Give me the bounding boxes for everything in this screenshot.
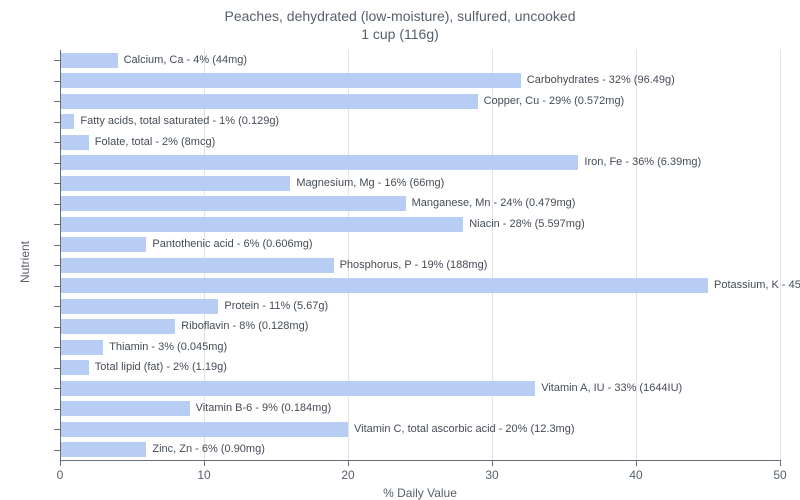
bar: [60, 360, 89, 375]
bar-label: Vitamin B-6 - 9% (0.184mg): [196, 402, 332, 414]
x-tick: [60, 460, 61, 466]
y-tick: [54, 388, 60, 389]
bar: [60, 340, 103, 355]
bar: [60, 381, 535, 396]
bar-label: Iron, Fe - 36% (6.39mg): [584, 156, 701, 168]
bar-label: Niacin - 28% (5.597mg): [469, 218, 585, 230]
y-tick: [54, 450, 60, 451]
y-tick: [54, 306, 60, 307]
bar: [60, 94, 478, 109]
x-tick-label: 50: [773, 468, 786, 482]
bar: [60, 176, 290, 191]
y-tick: [54, 347, 60, 348]
y-tick: [54, 224, 60, 225]
bar: [60, 155, 578, 170]
y-tick: [54, 163, 60, 164]
x-tick-label: 20: [341, 468, 354, 482]
bar-label: Protein - 11% (5.67g): [224, 300, 328, 312]
x-tick: [636, 460, 637, 466]
bar: [60, 299, 218, 314]
x-tick: [204, 460, 205, 466]
bar-label: Vitamin C, total ascorbic acid - 20% (12…: [354, 423, 575, 435]
bar: [60, 237, 146, 252]
bar-label: Copper, Cu - 29% (0.572mg): [484, 95, 625, 107]
bar: [60, 135, 89, 150]
bar-label: Total lipid (fat) - 2% (1.19g): [95, 361, 227, 373]
bar: [60, 319, 175, 334]
y-tick: [54, 429, 60, 430]
y-axis: [60, 50, 61, 460]
y-tick: [54, 204, 60, 205]
x-axis: [60, 460, 780, 461]
x-tick-label: 10: [197, 468, 210, 482]
bar: [60, 258, 334, 273]
y-tick: [54, 60, 60, 61]
bar-label: Pantothenic acid - 6% (0.606mg): [152, 238, 312, 250]
y-tick: [54, 101, 60, 102]
bar-label: Folate, total - 2% (8mcg): [95, 136, 215, 148]
y-tick: [54, 245, 60, 246]
x-tick: [492, 460, 493, 466]
y-tick: [54, 122, 60, 123]
bar: [60, 422, 348, 437]
bar-label: Magnesium, Mg - 16% (66mg): [296, 177, 444, 189]
x-axis-label: % Daily Value: [383, 486, 457, 500]
bar: [60, 73, 521, 88]
bars-layer: Calcium, Ca - 4% (44mg) Carbohydrates - 3…: [60, 50, 780, 460]
bar-label: Manganese, Mn - 24% (0.479mg): [412, 197, 576, 209]
x-tick: [348, 460, 349, 466]
x-tick-label: 0: [57, 468, 64, 482]
bar-label: Riboflavin - 8% (0.128mg): [181, 320, 308, 332]
y-tick: [54, 409, 60, 410]
bar-label: Vitamin A, IU - 33% (1644IU): [541, 382, 682, 394]
plot-area: Calcium, Ca - 4% (44mg) Carbohydrates - 3…: [60, 50, 780, 460]
y-tick: [54, 142, 60, 143]
bar: [60, 196, 406, 211]
bar: [60, 442, 146, 457]
bar: [60, 278, 708, 293]
bar-label: Fatty acids, total saturated - 1% (0.129…: [80, 115, 279, 127]
y-tick: [54, 327, 60, 328]
x-tick-label: 30: [485, 468, 498, 482]
bar: [60, 53, 118, 68]
bar-label: Phosphorus, P - 19% (188mg): [340, 259, 488, 271]
bar: [60, 114, 74, 129]
y-tick: [54, 265, 60, 266]
nutrition-chart: Peaches, dehydrated (low-moisture), sulf…: [0, 0, 800, 500]
bar-label: Thiamin - 3% (0.045mg): [109, 341, 227, 353]
bar-label: Carbohydrates - 32% (96.49g): [527, 74, 675, 86]
bar-label: Potassium, K - 45% (1567mg): [714, 279, 800, 291]
bar: [60, 401, 190, 416]
x-tick: [780, 460, 781, 466]
chart-title-line1: Peaches, dehydrated (low-moisture), sulf…: [0, 8, 800, 26]
x-tick-label: 40: [629, 468, 642, 482]
bar: [60, 217, 463, 232]
gridline: [780, 50, 781, 460]
y-tick: [54, 183, 60, 184]
y-axis-label: Nutrient: [18, 241, 32, 283]
chart-title: Peaches, dehydrated (low-moisture), sulf…: [0, 8, 800, 43]
bar-label: Zinc, Zn - 6% (0.90mg): [152, 443, 264, 455]
y-tick: [54, 286, 60, 287]
bar-label: Calcium, Ca - 4% (44mg): [124, 54, 247, 66]
y-tick: [54, 81, 60, 82]
y-tick: [54, 368, 60, 369]
chart-title-line2: 1 cup (116g): [0, 26, 800, 44]
